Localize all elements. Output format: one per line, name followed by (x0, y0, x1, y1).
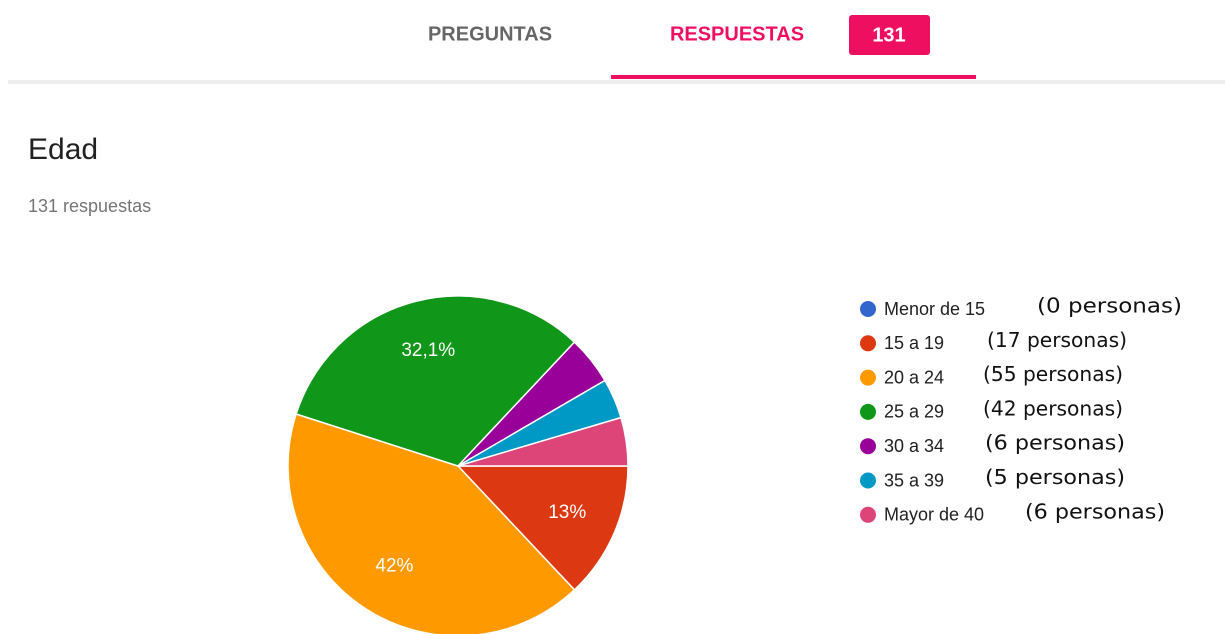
legend-note: (55 personas) (983, 362, 1123, 386)
legend-swatch (860, 369, 876, 386)
legend-note: (17 personas) (987, 328, 1127, 352)
count-badge (849, 15, 930, 55)
count-badge-text: 131 (872, 24, 905, 46)
legend-swatch (860, 472, 876, 489)
legend-note: (5 personas) (985, 465, 1125, 489)
slice-label: 32,1% (401, 340, 455, 361)
chart-title: Edad (28, 133, 98, 166)
legend-swatch (860, 438, 876, 455)
pie-slice (456, 465, 629, 591)
slice-label: 42% (375, 556, 413, 577)
chart-subtitle: 131 respuestas (28, 196, 151, 216)
tab[interactable]: RESPUESTAS (670, 23, 804, 45)
legend-swatch (860, 301, 876, 317)
legend-label: 30 a 34 (884, 436, 944, 456)
tab-bar (0, 0, 1225, 80)
pie-slice (295, 295, 576, 467)
legend-label: Menor de 15 (884, 299, 985, 319)
legend-note: (0 personas) (1037, 294, 1182, 318)
tab-indicator (611, 75, 976, 79)
legend-label: 20 a 24 (884, 367, 944, 387)
pie-slice (457, 416, 629, 467)
legend-label: 35 a 39 (884, 470, 944, 490)
legend-label: 25 a 29 (884, 402, 944, 422)
legend-note: (42 personas) (983, 396, 1123, 420)
legend-note: (6 personas) (1025, 499, 1165, 523)
pie-slice (287, 413, 576, 634)
slice-label: 13% (548, 502, 586, 523)
legend-swatch (860, 506, 876, 523)
legend-note: (6 personas) (985, 431, 1125, 455)
legend-swatch (860, 403, 876, 420)
legend-swatch (860, 335, 876, 352)
legend-label: 15 a 19 (884, 333, 944, 353)
legend-label: Mayor de 40 (884, 505, 984, 525)
tab[interactable]: PREGUNTAS (428, 23, 552, 45)
tab-shadow (8, 80, 1225, 84)
